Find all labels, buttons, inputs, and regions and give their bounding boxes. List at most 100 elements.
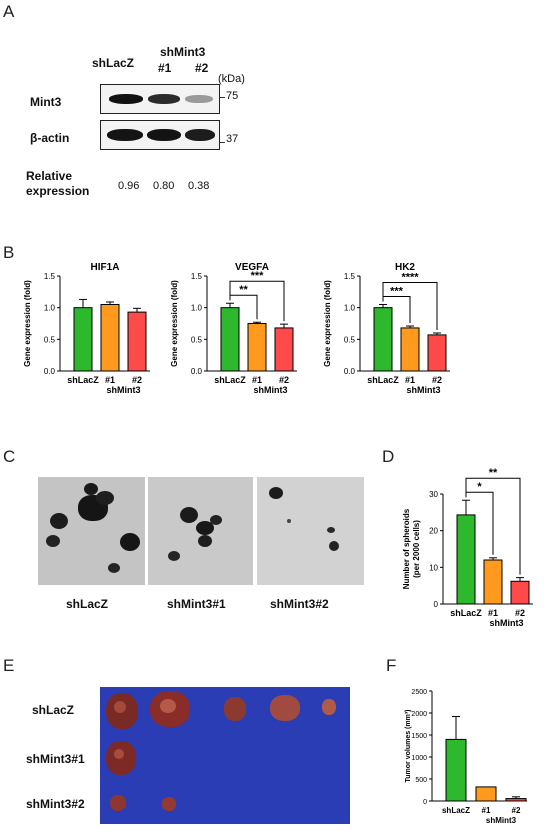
- y-tick-label: 2500: [411, 689, 427, 696]
- marker-75: 75: [226, 90, 239, 102]
- x-group-label: shMint3: [406, 385, 440, 395]
- significance-bracket: [465, 477, 521, 575]
- x-tick-label: shLacZ: [450, 608, 482, 618]
- lane-label-2: #2: [195, 61, 209, 75]
- y-tick-label: 1.0: [44, 304, 56, 313]
- y-tick-label: 500: [415, 777, 427, 784]
- significance-bracket: [229, 280, 285, 322]
- x-group-label: shMint3: [253, 385, 287, 395]
- x-tick-label: #2: [132, 375, 142, 385]
- rel-value-3: 0.38: [188, 180, 210, 192]
- chart-hk2: HK2 0.0 0.5 1.0 1.5 Gene expression (fold) shL…: [323, 262, 450, 395]
- x-tick-label: shLacZ: [214, 375, 246, 385]
- caption-shmint3-2: shMint3#2: [270, 597, 329, 611]
- actin-band-lane2: [147, 129, 181, 141]
- y-tick-label: 1500: [411, 733, 427, 740]
- x-tick-label: #2: [515, 608, 525, 618]
- panel-c-letter: C: [3, 447, 16, 466]
- bar: [274, 327, 294, 372]
- marker-tick-37: [219, 142, 225, 143]
- caption-shlacz: shLacZ: [66, 597, 109, 611]
- panel-b-letter: B: [3, 243, 15, 262]
- y-tick-label: 1.0: [191, 304, 203, 313]
- chart-title: HIF1A: [91, 262, 120, 273]
- tumor-row-label-shmint3-2: shMint3#2: [26, 797, 85, 811]
- x-tick-label: shLacZ: [67, 375, 99, 385]
- y-tick-label: 0.0: [344, 367, 356, 376]
- y-tick-label: 1.5: [44, 272, 56, 281]
- significance-label: **: [489, 467, 498, 479]
- lane-label-1: #1: [158, 61, 172, 75]
- bar: [475, 786, 497, 802]
- y-tick-label: 1.5: [191, 272, 203, 281]
- x-tick-label: #1: [488, 608, 498, 618]
- x-tick-label: #1: [482, 806, 491, 815]
- x-group-label: shMint3: [489, 618, 523, 628]
- bar: [73, 307, 93, 372]
- spheroid-image-shmint3-1: [148, 477, 253, 585]
- y-tick-label: 0.5: [191, 335, 203, 344]
- panel-a-letter: A: [3, 2, 15, 21]
- actin-band-lane3: [185, 129, 215, 141]
- bar: [505, 798, 527, 802]
- actin-band-lane1: [107, 129, 143, 141]
- relative-expression-label: Relative: [26, 169, 73, 183]
- chart-title: VEGFA: [235, 262, 269, 273]
- y-tick-label: 30: [429, 490, 438, 499]
- y-axis-label: Gene expression (fold): [323, 280, 332, 367]
- x-tick-label: #1: [252, 375, 262, 385]
- y-tick-label: 1000: [411, 755, 427, 762]
- y-axis-label: Gene expression (fold): [23, 280, 32, 367]
- bar: [510, 580, 530, 605]
- y-axis-label-2: (per 2000 cells): [412, 520, 421, 578]
- significance-label: ***: [390, 286, 404, 298]
- tumor-row-label-shmint3-1: shMint3#1: [26, 752, 85, 766]
- bar: [247, 323, 267, 372]
- x-tick-label: shLacZ: [367, 375, 399, 385]
- marker-tick-75: [219, 97, 225, 98]
- bar: [456, 514, 476, 605]
- marker-37: 37: [226, 133, 239, 145]
- panel-e-letter: E: [3, 656, 15, 675]
- y-tick-label: 0: [434, 600, 439, 609]
- y-tick-label: 1.5: [344, 272, 356, 281]
- y-axis-label: Number of spheroids: [402, 508, 411, 589]
- x-group-label: shMint3: [486, 816, 517, 825]
- caption-shmint3-1: shMint3#1: [167, 597, 226, 611]
- lane-label-shlacz: shLacZ: [92, 56, 135, 70]
- bar: [445, 738, 467, 802]
- significance-label: **: [239, 284, 248, 296]
- panel-f-letter: F: [386, 656, 397, 675]
- x-tick-label: #2: [279, 375, 289, 385]
- y-tick-label: 10: [429, 563, 438, 572]
- bar: [400, 327, 420, 372]
- chart-vegfa: VEGFA 0.0 0.5 1.0 1.5 Gene expression (fold) s…: [170, 262, 297, 395]
- bar: [373, 307, 393, 372]
- y-tick-label: 0.5: [44, 335, 56, 344]
- y-axis-label: Tumor volumes (mm³): [405, 710, 412, 783]
- chart-hif1a: HIF1A 0.0 0.5 1.0 1.5 Gene expression (fold) s…: [23, 262, 150, 395]
- x-tick-label: shLacZ: [442, 806, 470, 815]
- x-tick-label: #2: [512, 806, 521, 815]
- x-tick-label: #1: [105, 375, 115, 385]
- y-tick-label: 20: [429, 527, 438, 536]
- x-tick-label: #2: [432, 375, 442, 385]
- chart-spheroids: 0 10 20 30 Number of spheroids (per 2000 cell…: [402, 467, 533, 628]
- kda-label: (kDa): [218, 73, 245, 85]
- lane-group-label-shmint3: shMint3: [160, 45, 206, 59]
- bar: [127, 311, 147, 372]
- tumor-row-label-shlacz: shLacZ: [32, 703, 75, 717]
- spheroid-image-shmint3-2: [257, 477, 364, 585]
- x-group-label: shMint3: [106, 385, 140, 395]
- significance-bracket: [382, 282, 438, 330]
- panel-d-letter: D: [382, 447, 395, 466]
- bar: [100, 304, 120, 372]
- blot-row-beta-actin: β-actin: [30, 131, 70, 145]
- y-axis-label: Gene expression (fold): [170, 280, 179, 367]
- tumor-photo: [100, 687, 350, 824]
- bar: [427, 334, 447, 372]
- chart-tumor-volumes: 0 500 1000 1500 2000 2500 Tumor volumes (mm³) s…: [405, 689, 527, 825]
- significance-label: *: [477, 481, 482, 493]
- y-tick-label: 1.0: [344, 304, 356, 313]
- mint3-band-lane3: [185, 95, 213, 103]
